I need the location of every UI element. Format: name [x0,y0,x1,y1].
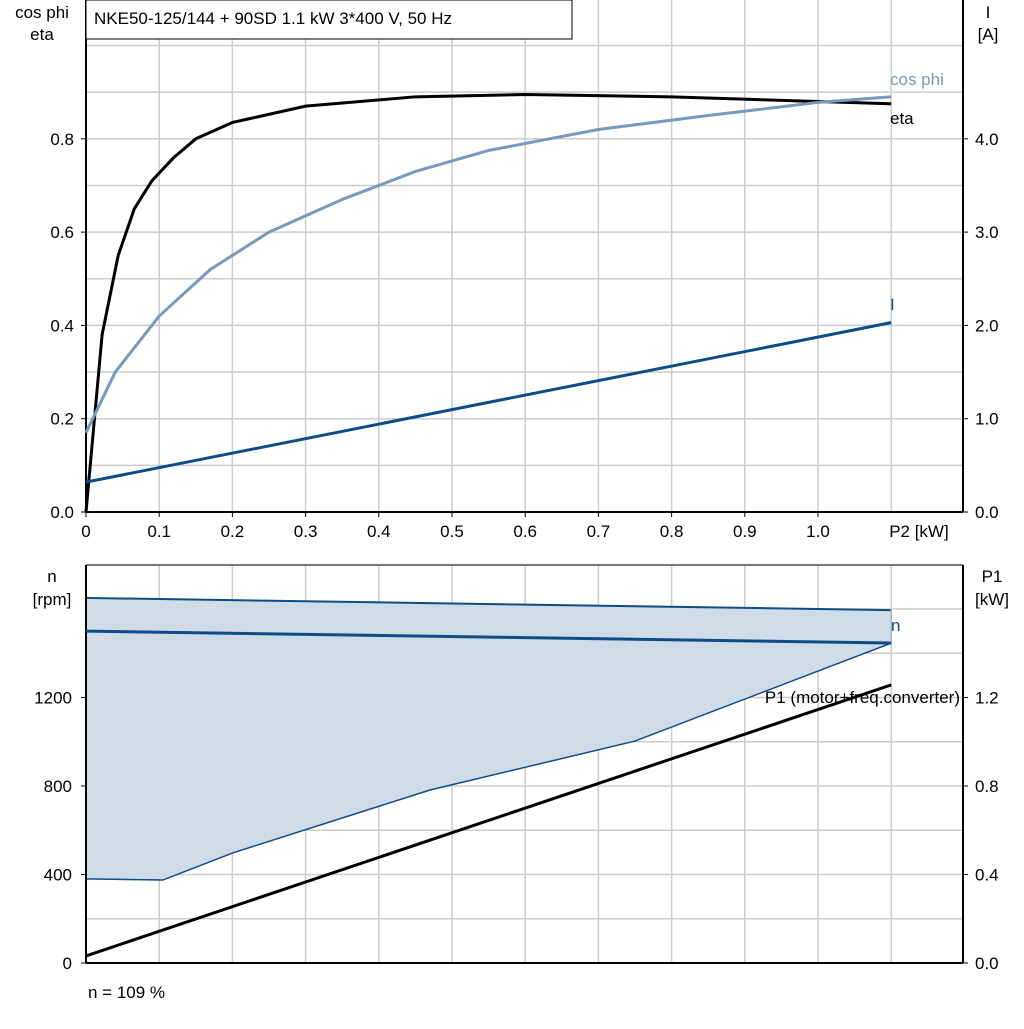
y-axis-label-left: n [47,567,56,586]
y-tick-label-right: 3.0 [975,223,999,242]
x-tick-label: 0.3 [294,522,318,541]
y-tick-label-left: 0.2 [50,410,74,429]
y-axis-label-right: P1 [982,567,1003,586]
x-tick-label: 0.4 [367,522,391,541]
x-tick-label: 0.7 [587,522,611,541]
y-tick-label-right: 0.0 [975,954,999,973]
bottom-chart: 0 400 800 1200 0.0 0.4 0.8 1.2 n [rpm] P1 [kW] n P1 (… [33,564,1009,1002]
y-tick-label-left: 0 [63,954,72,973]
y-axis-label-left: [rpm] [33,590,72,609]
y-tick-label-left: 1200 [34,689,72,708]
min-speed-line [85,642,892,881]
y-tick-label-left: 800 [44,777,72,796]
series-label-I: I [890,295,895,314]
x-tick-label: 0.8 [660,522,684,541]
y-tick-label-right: 0.4 [975,866,999,885]
y-tick-label-left: 0.0 [50,503,74,522]
y-tick-label-left: 0.4 [50,316,74,335]
x-tick-label: 1.0 [806,522,830,541]
y-tick-label-left: 0.6 [50,223,74,242]
footnote-speed: n = 109 % [88,983,165,1002]
y-tick-label-left: 400 [44,866,72,885]
series-label-eta: eta [890,109,914,128]
chart-title: NKE50-125/144 + 90SD 1.1 kW 3*400 V, 50 … [94,9,452,28]
y-tick-label-right: 1.0 [975,410,999,429]
series-line-eta [84,92,892,513]
operating-range-area [86,597,892,881]
y-tick-label-right: 4.0 [975,130,999,149]
y-tick-label-right: 0.8 [975,777,999,796]
y-axis-label-right: [kW] [975,590,1009,609]
y-tick-label-left: 0.8 [50,130,74,149]
y-tick-label-right: 1.2 [975,689,999,708]
y-axis-label-left: eta [30,25,54,44]
title-box [85,0,573,40]
series-line-n [85,629,892,645]
series-line-I [85,321,892,484]
max-speed-line [85,596,892,612]
x-tick-label: 0.5 [440,522,464,541]
series-label-cos-phi: cos phi [890,70,944,89]
y-axis-label-right: [A] [978,25,999,44]
y-axis-label-left: cos phi [15,3,69,22]
x-tick-label: 0.9 [733,522,757,541]
x-tick-label: 0.1 [147,522,171,541]
series-line-cos-phi [84,95,892,434]
x-axis-label: P2 [kW] [889,522,949,541]
x-tick-label: 0.6 [513,522,537,541]
x-tick-label: 0.2 [221,522,245,541]
y-tick-label-right: 2.0 [975,316,999,335]
y-tick-label-right: 0.0 [975,503,999,522]
x-tick-label: 0 [81,522,90,541]
top-chart: 0 0.1 0.2 0.3 0.4 0.5 0.6 0.7 0.8 0.9 1.0 P2 [kW] 0.… [15,0,999,541]
series-label-n: n [891,616,900,635]
series-line-P1 [85,683,892,958]
y-axis-label-right: I [986,3,991,22]
series-label-P1: P1 (motor+freq.converter) [765,688,960,707]
